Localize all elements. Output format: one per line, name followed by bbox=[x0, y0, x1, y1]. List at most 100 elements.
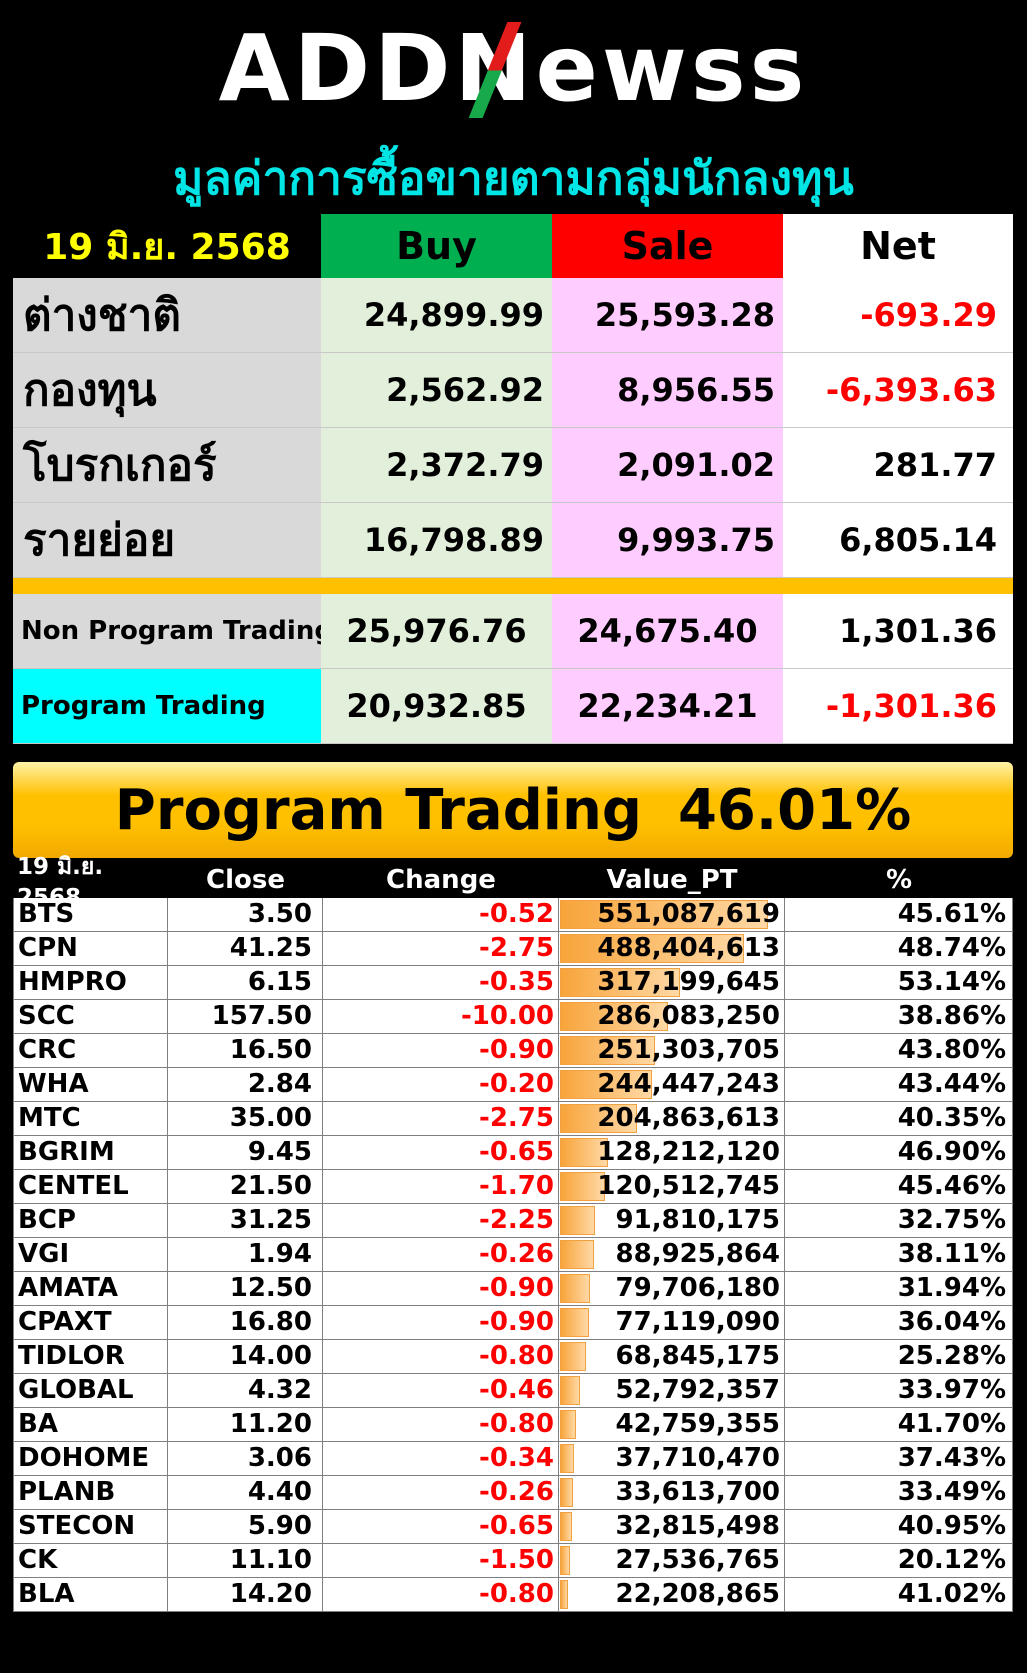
value-data-bar bbox=[560, 1274, 590, 1303]
stock-value-pt: 52,792,357 bbox=[559, 1374, 785, 1407]
stock-pct: 45.46% bbox=[785, 1170, 1013, 1203]
value-data-bar bbox=[560, 934, 744, 963]
value-text: 68,845,175 bbox=[615, 1341, 780, 1371]
value-data-bar bbox=[560, 1444, 574, 1473]
stock-close: 3.06 bbox=[168, 1442, 323, 1475]
stock-close: 14.20 bbox=[168, 1578, 323, 1611]
program-trading-stock-table: 19 มิ.ย. 2568 Close Change Value_PT % BT… bbox=[13, 854, 1013, 1612]
program-net: 1,301.36 bbox=[783, 594, 1013, 669]
group-row-foreign: ต่างชาติ 24,899.99 25,593.28 -693.29 bbox=[13, 278, 1013, 353]
stock-pct: 43.80% bbox=[785, 1034, 1013, 1067]
stock-symbol: WHA bbox=[13, 1068, 168, 1101]
value-data-bar bbox=[560, 1342, 586, 1371]
header-pct: % bbox=[885, 865, 913, 895]
banner-label: Program Trading bbox=[114, 777, 642, 843]
stock-close: 2.84 bbox=[168, 1068, 323, 1101]
group-buy: 24,899.99 bbox=[321, 278, 552, 353]
stock-pct: 41.70% bbox=[785, 1408, 1013, 1441]
stock-change: -0.65 bbox=[323, 1136, 559, 1169]
table-row: AMATA 12.50 -0.90 79,706,180 31.94% bbox=[13, 1272, 1013, 1306]
value-data-bar bbox=[560, 1138, 608, 1167]
group-row-broker: โบรกเกอร์ 2,372.79 2,091.02 281.77 bbox=[13, 428, 1013, 503]
program-row-non-program: Non Program Trading 25,976.76 24,675.40 … bbox=[13, 594, 1013, 669]
value-text: 88,925,864 bbox=[615, 1239, 780, 1269]
stock-value-pt: 37,710,470 bbox=[559, 1442, 785, 1475]
table-row: SCC 157.50 -10.00 286,083,250 38.86% bbox=[13, 1000, 1013, 1034]
value-text: 77,119,090 bbox=[615, 1307, 780, 1337]
program-label: Non Program Trading bbox=[13, 594, 321, 669]
group-net: 6,805.14 bbox=[783, 503, 1013, 578]
stock-change: -0.20 bbox=[323, 1068, 559, 1101]
header-change: Change bbox=[386, 865, 496, 895]
group-sale: 9,993.75 bbox=[552, 503, 783, 578]
value-data-bar bbox=[560, 1308, 589, 1337]
program-label: Program Trading bbox=[13, 669, 321, 744]
value-text: 32,815,498 bbox=[615, 1511, 780, 1541]
stock-close: 11.20 bbox=[168, 1408, 323, 1441]
stock-close: 4.32 bbox=[168, 1374, 323, 1407]
value-data-bar bbox=[560, 1206, 595, 1235]
stock-close: 12.50 bbox=[168, 1272, 323, 1305]
stock-pct: 41.02% bbox=[785, 1578, 1013, 1611]
logo-part-n: N bbox=[455, 14, 536, 124]
stock-pct: 43.44% bbox=[785, 1068, 1013, 1101]
investor-summary-table: 19 มิ.ย. 2568 Buy Sale Net ต่างชาติ 24,8… bbox=[13, 214, 1013, 744]
banner-value: 46.01% bbox=[677, 777, 912, 843]
stock-symbol: PLANB bbox=[13, 1476, 168, 1509]
value-text: 551,087,619 bbox=[597, 899, 780, 929]
stock-change: -2.75 bbox=[323, 1102, 559, 1135]
stock-change: -10.00 bbox=[323, 1000, 559, 1033]
group-net: -6,393.63 bbox=[783, 353, 1013, 428]
group-net: 281.77 bbox=[783, 428, 1013, 503]
stock-pct: 31.94% bbox=[785, 1272, 1013, 1305]
table-row: CK 11.10 -1.50 27,536,765 20.12% bbox=[13, 1544, 1013, 1578]
stock-value-pt: 244,447,243 bbox=[559, 1068, 785, 1101]
header-sale: Sale bbox=[552, 214, 783, 278]
stock-close: 14.00 bbox=[168, 1340, 323, 1373]
stock-change: -2.25 bbox=[323, 1204, 559, 1237]
program-sale: 22,234.21 bbox=[552, 669, 783, 744]
stock-symbol: VGI bbox=[13, 1238, 168, 1271]
value-data-bar bbox=[560, 1546, 570, 1575]
stock-value-pt: 68,845,175 bbox=[559, 1340, 785, 1373]
stock-value-pt: 128,212,120 bbox=[559, 1136, 785, 1169]
stock-pct: 33.97% bbox=[785, 1374, 1013, 1407]
value-data-bar bbox=[560, 1512, 572, 1541]
stock-symbol: CPAXT bbox=[13, 1306, 168, 1339]
group-label: กองทุน bbox=[13, 353, 321, 428]
table-row: BCP 31.25 -2.25 91,810,175 32.75% bbox=[13, 1204, 1013, 1238]
stock-symbol: BTS bbox=[13, 898, 168, 931]
program-buy: 25,976.76 bbox=[321, 594, 552, 669]
stock-change: -0.80 bbox=[323, 1340, 559, 1373]
stock-symbol: STECON bbox=[13, 1510, 168, 1543]
program-buy: 20,932.85 bbox=[321, 669, 552, 744]
table-row: STECON 5.90 -0.65 32,815,498 40.95% bbox=[13, 1510, 1013, 1544]
group-sale: 25,593.28 bbox=[552, 278, 783, 353]
program-sale: 24,675.40 bbox=[552, 594, 783, 669]
stock-change: -0.35 bbox=[323, 966, 559, 999]
table-row: MTC 35.00 -2.75 204,863,613 40.35% bbox=[13, 1102, 1013, 1136]
table-row: BLA 14.20 -0.80 22,208,865 41.02% bbox=[13, 1578, 1013, 1612]
stock-value-pt: 77,119,090 bbox=[559, 1306, 785, 1339]
stock-close: 4.40 bbox=[168, 1476, 323, 1509]
stock-change: -2.75 bbox=[323, 932, 559, 965]
value-text: 120,512,745 bbox=[597, 1171, 780, 1201]
value-text: 286,083,250 bbox=[597, 1001, 780, 1031]
stock-symbol: GLOBAL bbox=[13, 1374, 168, 1407]
value-text: 37,710,470 bbox=[615, 1443, 780, 1473]
value-text: 33,613,700 bbox=[615, 1477, 780, 1507]
value-data-bar bbox=[560, 1410, 576, 1439]
stock-value-pt: 33,613,700 bbox=[559, 1476, 785, 1509]
table-row: HMPRO 6.15 -0.35 317,199,645 53.14% bbox=[13, 966, 1013, 1000]
stock-value-pt: 32,815,498 bbox=[559, 1510, 785, 1543]
table-row: BGRIM 9.45 -0.65 128,212,120 46.90% bbox=[13, 1136, 1013, 1170]
table-row: PLANB 4.40 -0.26 33,613,700 33.49% bbox=[13, 1476, 1013, 1510]
logo-part-ewss: ewss bbox=[535, 15, 809, 122]
table-row: BA 11.20 -0.80 42,759,355 41.70% bbox=[13, 1408, 1013, 1442]
stock-close: 9.45 bbox=[168, 1136, 323, 1169]
stock-pct: 25.28% bbox=[785, 1340, 1013, 1373]
stock-symbol: CRC bbox=[13, 1034, 168, 1067]
stock-value-pt: 488,404,613 bbox=[559, 932, 785, 965]
stock-pct: 36.04% bbox=[785, 1306, 1013, 1339]
stock-change: -0.90 bbox=[323, 1306, 559, 1339]
